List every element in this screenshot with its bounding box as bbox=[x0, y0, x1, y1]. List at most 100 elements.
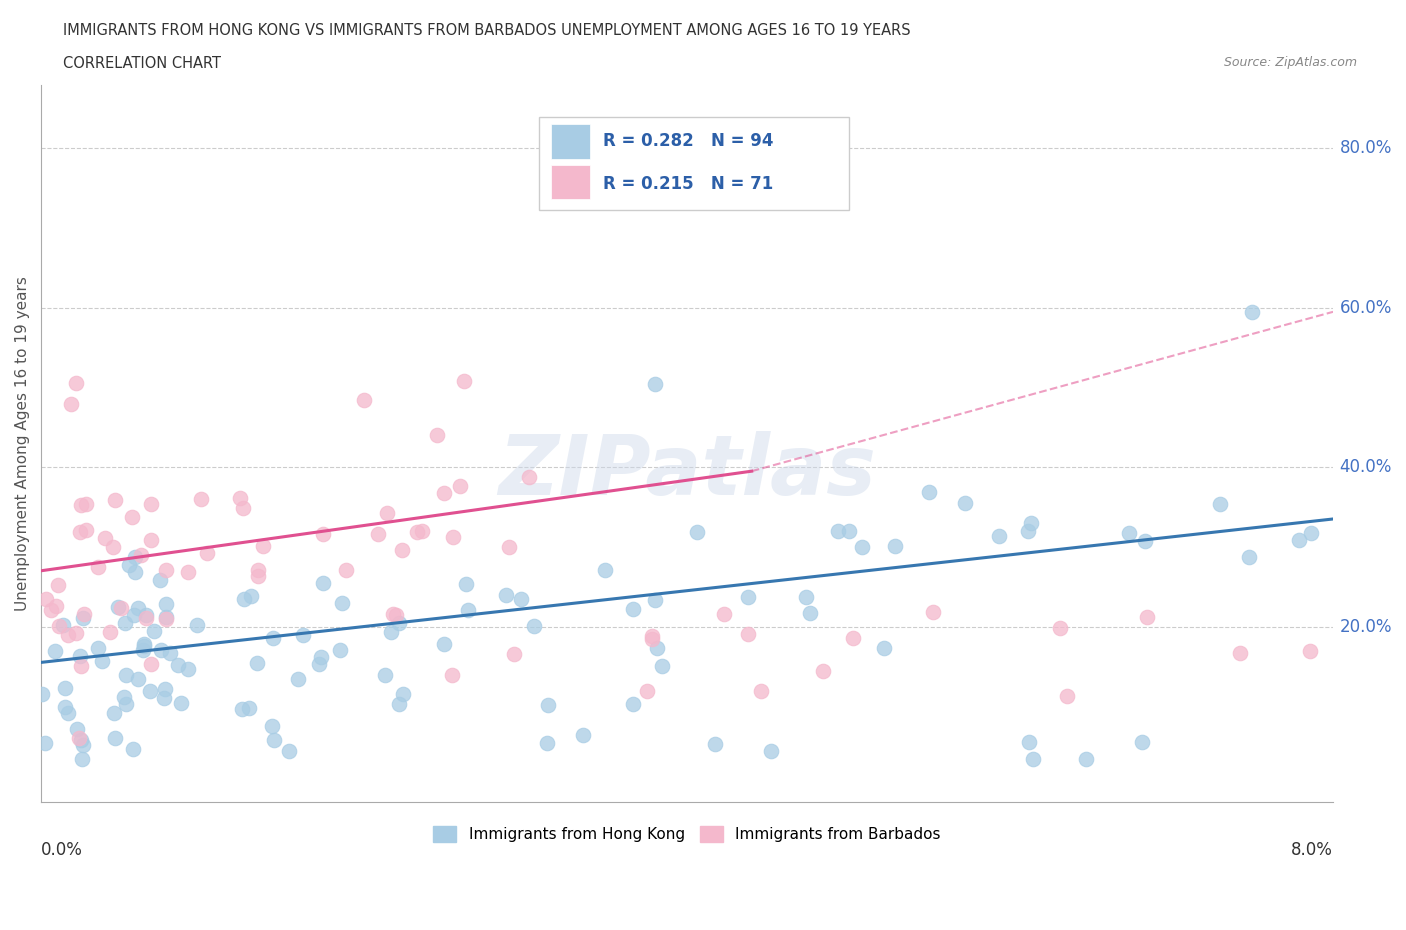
Point bbox=[73, 606, 96, 621]
Point bbox=[441, 529, 464, 544]
Point bbox=[509, 592, 531, 607]
Point bbox=[335, 563, 357, 578]
Point bbox=[1018, 735, 1040, 750]
Point bbox=[67, 731, 90, 746]
Point bbox=[232, 501, 254, 516]
Point bbox=[374, 668, 396, 683]
Point bbox=[66, 721, 89, 736]
Point bbox=[103, 705, 125, 720]
Bar bbox=[551, 165, 591, 199]
Point bbox=[367, 526, 389, 541]
Point bbox=[56, 705, 79, 720]
Text: 20.0%: 20.0% bbox=[1340, 618, 1392, 635]
Text: IMMIGRANTS FROM HONG KONG VS IMMIGRANTS FROM BARBADOS UNEMPLOYMENT AMONG AGES 16: IMMIGRANTS FROM HONG KONG VS IMMIGRANTS … bbox=[63, 23, 911, 38]
Point bbox=[52, 618, 75, 632]
Point bbox=[150, 643, 173, 658]
Point bbox=[686, 525, 709, 539]
Point bbox=[519, 470, 541, 485]
Point bbox=[375, 505, 398, 520]
Point bbox=[75, 523, 97, 538]
Point bbox=[124, 565, 146, 579]
Point bbox=[1288, 533, 1310, 548]
Point bbox=[838, 524, 860, 538]
Point bbox=[170, 696, 193, 711]
Point bbox=[751, 684, 773, 698]
Point bbox=[247, 568, 270, 583]
Text: R = 0.282   N = 94: R = 0.282 N = 94 bbox=[603, 132, 773, 151]
Text: 80.0%: 80.0% bbox=[1340, 140, 1392, 157]
Point bbox=[1209, 497, 1232, 512]
Point bbox=[799, 605, 821, 620]
Point bbox=[441, 668, 464, 683]
Point bbox=[737, 626, 759, 641]
Point bbox=[433, 637, 456, 652]
Point bbox=[72, 737, 94, 752]
Text: 60.0%: 60.0% bbox=[1340, 299, 1392, 317]
Point bbox=[1299, 525, 1322, 540]
Legend: Immigrants from Hong Kong, Immigrants from Barbados: Immigrants from Hong Kong, Immigrants fr… bbox=[427, 819, 946, 848]
Point bbox=[385, 607, 408, 622]
Point bbox=[1130, 735, 1153, 750]
Point bbox=[287, 671, 309, 686]
Point bbox=[593, 563, 616, 578]
Point bbox=[713, 607, 735, 622]
Point bbox=[53, 700, 76, 715]
Point bbox=[107, 599, 129, 614]
Point bbox=[308, 657, 330, 671]
Point bbox=[636, 684, 658, 698]
Point bbox=[132, 643, 155, 658]
Point bbox=[918, 485, 941, 499]
FancyBboxPatch shape bbox=[538, 117, 849, 210]
Point bbox=[1017, 523, 1039, 538]
Point bbox=[761, 744, 783, 759]
Text: ZIPatlas: ZIPatlas bbox=[498, 432, 876, 512]
Point bbox=[94, 531, 117, 546]
Point bbox=[34, 735, 56, 750]
Point bbox=[69, 525, 91, 539]
Point bbox=[127, 671, 149, 686]
Point bbox=[1135, 609, 1157, 624]
Point bbox=[246, 656, 269, 671]
Point bbox=[291, 628, 314, 643]
Point bbox=[87, 559, 110, 574]
Point bbox=[139, 497, 162, 512]
Point bbox=[641, 629, 664, 644]
Point bbox=[330, 596, 353, 611]
Point bbox=[1049, 620, 1071, 635]
Point bbox=[100, 624, 122, 639]
Point bbox=[104, 731, 127, 746]
Point bbox=[388, 697, 411, 711]
Point bbox=[353, 392, 375, 407]
Point bbox=[44, 644, 66, 658]
Point bbox=[988, 528, 1011, 543]
Point bbox=[309, 650, 332, 665]
Point bbox=[115, 697, 138, 711]
Point bbox=[1074, 751, 1097, 766]
Point bbox=[262, 718, 284, 733]
Point bbox=[132, 638, 155, 653]
Point bbox=[186, 618, 208, 632]
Point bbox=[953, 495, 976, 510]
Point bbox=[1133, 533, 1156, 548]
Point bbox=[238, 700, 260, 715]
Text: 8.0%: 8.0% bbox=[1291, 842, 1333, 859]
Point bbox=[231, 701, 253, 716]
Point bbox=[155, 563, 177, 578]
Point bbox=[1022, 751, 1045, 766]
Point bbox=[124, 550, 146, 565]
Point bbox=[53, 681, 76, 696]
Point bbox=[621, 697, 644, 711]
Point bbox=[112, 689, 135, 704]
Point bbox=[382, 606, 405, 621]
Point bbox=[457, 603, 479, 618]
Point bbox=[35, 591, 58, 606]
Point bbox=[31, 686, 53, 701]
Point bbox=[252, 538, 274, 553]
Point bbox=[1019, 515, 1042, 530]
Point bbox=[190, 492, 212, 507]
Text: 0.0%: 0.0% bbox=[41, 842, 83, 859]
Point bbox=[69, 648, 91, 663]
Point bbox=[537, 698, 560, 712]
Point bbox=[149, 573, 172, 588]
Point bbox=[129, 548, 152, 563]
